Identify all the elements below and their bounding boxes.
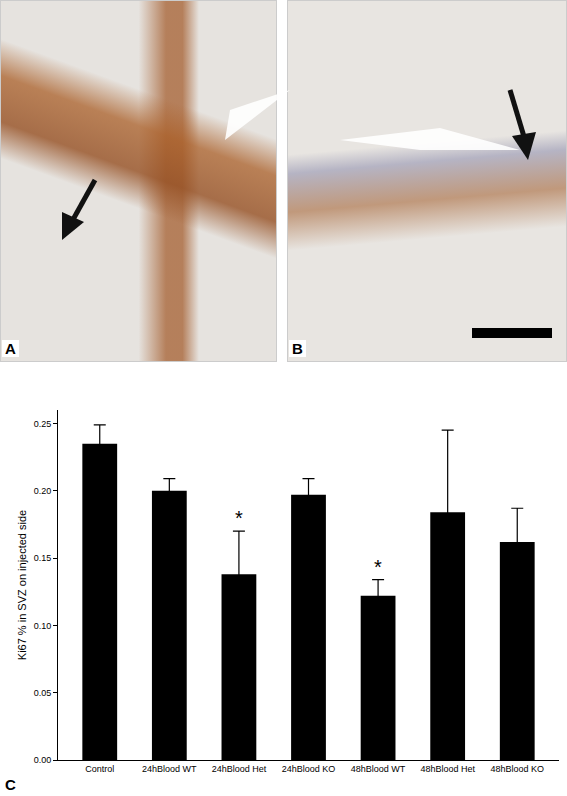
svg-text:24hBlood WT: 24hBlood WT	[142, 764, 197, 774]
svg-text:*: *	[374, 556, 382, 578]
svg-text:*: *	[235, 507, 243, 529]
svg-text:Control: Control	[85, 764, 114, 774]
svg-text:0.00: 0.00	[34, 755, 52, 765]
svg-text:24hBlood KO: 24hBlood KO	[282, 764, 336, 774]
html-text:A: A	[5, 340, 16, 357]
svg-text:24hBlood Het: 24hBlood Het	[212, 764, 267, 774]
svg-text:0.15: 0.15	[34, 553, 52, 563]
svg-text:Ki67 % in SVZ on injected side: Ki67 % in SVZ on injected side	[16, 510, 28, 660]
html-text:B: B	[292, 340, 303, 357]
svg-text:48hBlood KO: 48hBlood KO	[490, 764, 544, 774]
svg-text:48hBlood Het: 48hBlood Het	[420, 764, 475, 774]
svg-text:0.10: 0.10	[34, 621, 52, 631]
svg-text:0.05: 0.05	[34, 688, 52, 698]
svg-text:0.20: 0.20	[34, 486, 52, 496]
svg-text:0.25: 0.25	[34, 419, 52, 429]
svg-text:48hBlood WT: 48hBlood WT	[351, 764, 406, 774]
html-text:C: C	[5, 776, 16, 793]
